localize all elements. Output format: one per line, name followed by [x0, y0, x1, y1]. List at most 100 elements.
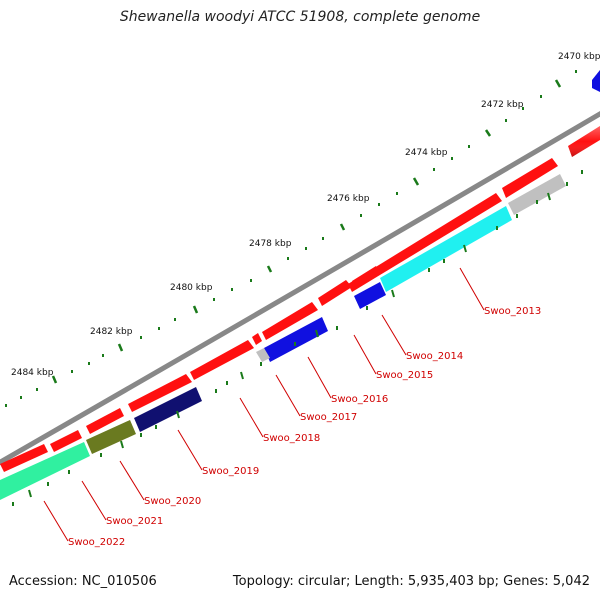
inner-tick [536, 200, 538, 204]
gene-forward-red [348, 193, 502, 292]
minor-tick [158, 327, 160, 330]
gene-label: Swoo_2017 [300, 412, 357, 423]
minor-tick [433, 168, 435, 171]
minor-tick [140, 336, 142, 339]
gene-reverse-gray [508, 174, 566, 215]
leader-line [307, 356, 332, 399]
minor-tick [305, 247, 307, 250]
minor-tick [102, 354, 104, 357]
gene-label: Swoo_2014 [406, 351, 463, 362]
major-tick [117, 343, 124, 352]
leader-line [275, 374, 301, 417]
inner-major-tick [547, 192, 551, 201]
minor-tick [396, 192, 398, 195]
gene-label: Swoo_2015 [376, 370, 433, 381]
inner-tick [68, 470, 70, 474]
kbp-label: 2480 kbp [170, 283, 213, 293]
inner-tick [336, 326, 338, 330]
gene-reverse-navy [134, 387, 202, 432]
gene-forward-red [502, 158, 558, 198]
major-tick [554, 79, 562, 88]
kbp-label: 2478 kbp [249, 239, 292, 249]
gene-reverse-blue [354, 282, 386, 309]
map-title: Shewanella woodyi ATCC 51908, complete g… [119, 9, 481, 25]
inner-tick [496, 226, 498, 230]
kbp-label: 2484 kbp [11, 368, 54, 378]
major-tick [51, 375, 58, 384]
minor-tick [505, 119, 507, 122]
minor-tick [20, 396, 22, 399]
inner-tick [581, 170, 583, 174]
kbp-label: 2470 kbp [558, 52, 600, 62]
major-tick [412, 177, 420, 186]
inner-tick [294, 342, 296, 346]
leader-line [177, 429, 203, 471]
major-tick [484, 129, 492, 137]
major-tick [339, 223, 346, 231]
leader-line [353, 334, 377, 375]
minor-tick [575, 70, 577, 73]
gene-shading [568, 126, 600, 157]
gene-label-leaders [43, 267, 485, 542]
minor-tick-row [5, 70, 577, 407]
minor-tick [287, 257, 289, 260]
minor-tick [540, 95, 542, 98]
gene-reverse-mint [0, 442, 90, 500]
inner-major-tick [315, 329, 319, 338]
inner-major-tick [176, 410, 180, 419]
minor-tick [174, 318, 176, 321]
reverse-strand-genes [0, 174, 566, 500]
inner-tick [100, 453, 102, 457]
gene-reverse-cyan [380, 206, 512, 292]
gene-forward-red [0, 444, 48, 472]
minor-tick [522, 107, 524, 110]
gene-label: Swoo_2021 [106, 516, 163, 527]
inner-major-tick [28, 489, 32, 498]
gene-label: Swoo_2020 [144, 496, 201, 507]
gene-label: Swoo_2019 [202, 466, 259, 477]
forward-strand-genes [0, 126, 600, 472]
gene-label: Swoo_2013 [484, 306, 541, 317]
leader-line [381, 314, 407, 356]
inner-tick [12, 502, 14, 506]
minor-tick [360, 214, 362, 217]
leader-line [43, 500, 69, 542]
inner-tick [566, 182, 568, 186]
inner-tick [155, 425, 157, 429]
topology-text: Topology: circular; Length: 5,935,403 bp… [232, 574, 590, 589]
gene-reverse-olive [86, 420, 136, 454]
gene-reverse-blue [264, 317, 328, 362]
leader-line [119, 460, 145, 501]
inner-tick-row [12, 170, 583, 506]
kbp-label: 2482 kbp [90, 327, 133, 337]
gene-forward-red [50, 430, 82, 452]
inner-tick [140, 433, 142, 437]
inner-tick [260, 362, 262, 366]
gene-forward-red [252, 333, 262, 345]
gene-forward-red [262, 302, 318, 340]
gene-label: Swoo_2022 [68, 537, 125, 548]
inner-tick [215, 389, 217, 393]
gene-forward-red [318, 280, 352, 306]
gene-label: Swoo_2016 [331, 394, 388, 405]
major-tick-row [51, 79, 562, 384]
minor-tick [231, 288, 233, 291]
major-tick [266, 265, 273, 273]
inner-major-ticks [28, 192, 551, 498]
leader-line [459, 267, 485, 311]
gene-forward-red [86, 408, 124, 434]
inner-major-tick [463, 244, 467, 253]
inner-tick [428, 268, 430, 272]
leader-line [81, 480, 107, 521]
inner-major-tick [391, 289, 395, 298]
inner-tick [366, 306, 368, 310]
minor-tick [88, 362, 90, 365]
minor-tick [378, 203, 380, 206]
inner-tick [516, 214, 518, 218]
minor-tick [71, 370, 73, 373]
major-tick [192, 305, 199, 314]
kbp-label: 2472 kbp [481, 100, 524, 110]
genome-backbone [0, 110, 600, 466]
minor-tick [451, 157, 453, 160]
